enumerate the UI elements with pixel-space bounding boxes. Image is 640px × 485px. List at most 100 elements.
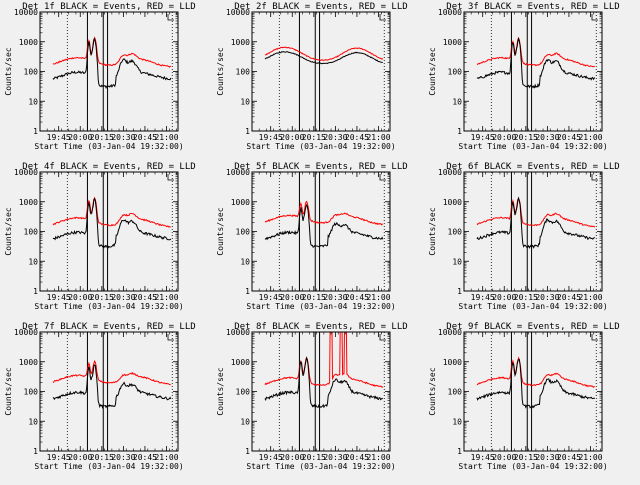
- x-tick-label: 21:00: [154, 293, 178, 302]
- y-tick-label: 1: [457, 127, 462, 136]
- events-series: [52, 37, 172, 90]
- y-tick-label: 100: [24, 68, 39, 77]
- lld-series: [264, 332, 384, 389]
- y-tick-label: 100: [236, 68, 251, 77]
- panel-8: Det 8f BLACK = Events, RED = LLD 1 10 100 10…: [216, 322, 408, 471]
- x-tick-label: 20:30: [535, 453, 559, 462]
- x-tick-label: 21:00: [578, 133, 602, 142]
- plot-frame: [251, 331, 391, 452]
- y-tick-label: 1000: [443, 38, 462, 47]
- x-tick-label: 20:15: [302, 293, 326, 302]
- x-axis-label: Start Time (03-Jan-04 19:32:00): [34, 462, 183, 471]
- y-tick-label: 10000: [226, 8, 250, 17]
- x-tick-label: 20:00: [68, 453, 92, 462]
- x-axis-label: Start Time (03-Jan-04 19:32:00): [458, 302, 607, 311]
- y-tick-label: 10: [28, 257, 38, 266]
- plot-frame: [39, 11, 179, 132]
- x-tick-label: 21:00: [578, 453, 602, 462]
- y-tick-label: 100: [24, 228, 39, 237]
- y-tick-label: 1: [245, 287, 250, 296]
- x-tick-label: 21:00: [154, 133, 178, 142]
- lld-series: [264, 200, 384, 226]
- plot-frame: [251, 11, 391, 132]
- y-tick-label: 1000: [19, 358, 38, 367]
- panel-title: Det 9f BLACK = Events, RED = LLD: [446, 322, 619, 332]
- y-tick-label: 10: [452, 97, 462, 106]
- plot-frame: [251, 171, 391, 292]
- y-tick-label: 10000: [14, 168, 38, 177]
- panel-title: Det 2f BLACK = Events, RED = LLD: [234, 2, 407, 12]
- x-tick-label: 20:15: [302, 453, 326, 462]
- x-tick-label: 19:45: [47, 453, 71, 462]
- y-tick-label: 10: [452, 417, 462, 426]
- x-tick-label: 20:00: [280, 453, 304, 462]
- x-axis-label: Start Time (03-Jan-04 19:32:00): [246, 302, 395, 311]
- x-tick-label: 20:00: [492, 133, 516, 142]
- panel-2: Det 2f BLACK = Events, RED = LLD 1 10 100 10…: [216, 2, 408, 151]
- panel-title: Det 8f BLACK = Events, RED = LLD: [234, 322, 407, 332]
- y-tick-label: 1: [33, 447, 38, 456]
- events-series: [476, 36, 596, 89]
- panel-title: Det 4f BLACK = Events, RED = LLD: [22, 162, 195, 172]
- x-tick-label: 20:15: [90, 293, 114, 302]
- panel-title: Det 7f BLACK = Events, RED = LLD: [22, 322, 195, 332]
- panel-6: Det 6f BLACK = Events, RED = LLD 1 10 100 10…: [428, 162, 620, 311]
- events-series: [264, 203, 384, 248]
- panel-7: Det 7f BLACK = Events, RED = LLD 1 10 100 10…: [4, 322, 196, 471]
- x-tick-label: 20:45: [133, 293, 157, 302]
- x-tick-label: 20:45: [557, 453, 581, 462]
- y-tick-label: 1000: [19, 198, 38, 207]
- lld-series: [476, 356, 595, 388]
- y-tick-label: 1: [457, 287, 462, 296]
- x-tick-label: 20:00: [68, 293, 92, 302]
- x-tick-label: 20:45: [345, 453, 369, 462]
- x-tick-label: 19:45: [259, 453, 283, 462]
- x-tick-label: 20:15: [514, 453, 538, 462]
- x-tick-label: 20:45: [557, 293, 581, 302]
- panel-3: Det 3f BLACK = Events, RED = LLD 1 10 100 10…: [428, 2, 620, 151]
- x-tick-label: 19:45: [471, 453, 495, 462]
- x-tick-label: 20:30: [111, 453, 135, 462]
- x-tick-label: 20:15: [90, 453, 114, 462]
- x-tick-label: 20:00: [492, 453, 516, 462]
- plot-frame: [463, 171, 603, 292]
- x-tick-label: 20:15: [514, 133, 538, 142]
- plot-frame: [463, 11, 603, 132]
- x-tick-label: 21:00: [366, 453, 390, 462]
- y-tick-label: 10: [28, 97, 38, 106]
- y-tick-label: 10000: [438, 328, 462, 337]
- x-tick-label: 20:30: [535, 293, 559, 302]
- panel-title: Det 1f BLACK = Events, RED = LLD: [22, 2, 195, 12]
- y-tick-label: 10: [452, 257, 462, 266]
- events-series: [476, 196, 595, 249]
- x-axis-label: Start Time (03-Jan-04 19:32:00): [34, 302, 183, 311]
- y-tick-label: 10000: [226, 168, 250, 177]
- y-tick-label: 100: [448, 228, 463, 237]
- y-tick-label: 10000: [438, 8, 462, 17]
- y-tick-label: 1000: [443, 198, 462, 207]
- panel-title: Det 5f BLACK = Events, RED = LLD: [234, 162, 407, 172]
- x-tick-label: 20:15: [514, 293, 538, 302]
- x-axis-label: Start Time (03-Jan-04 19:32:00): [246, 462, 395, 471]
- x-tick-label: 20:15: [90, 133, 114, 142]
- y-tick-label: 10000: [14, 328, 38, 337]
- x-tick-label: 21:00: [366, 293, 390, 302]
- events-series: [476, 358, 595, 409]
- lld-series: [52, 359, 171, 386]
- y-axis-label: Counts/sec: [4, 367, 13, 415]
- x-axis-label: Start Time (03-Jan-04 19:32:00): [246, 142, 395, 151]
- panel-5: Det 5f BLACK = Events, RED = LLD 1 10 100 10…: [216, 162, 408, 311]
- y-axis-label: Counts/sec: [216, 367, 225, 415]
- y-tick-label: 100: [236, 228, 251, 237]
- events-series: [52, 364, 172, 410]
- lld-series: [476, 197, 596, 228]
- x-tick-label: 20:15: [302, 133, 326, 142]
- y-tick-label: 1000: [231, 38, 250, 47]
- panel-4: Det 4f BLACK = Events, RED = LLD 1 10 100 10…: [4, 162, 196, 311]
- y-axis-label: Counts/sec: [428, 47, 437, 95]
- panel-9: Det 9f BLACK = Events, RED = LLD 1 10 100 10…: [428, 322, 620, 471]
- y-tick-label: 1: [245, 127, 250, 136]
- y-tick-label: 10: [28, 417, 38, 426]
- y-tick-label: 10: [240, 417, 250, 426]
- y-axis-label: Counts/sec: [216, 47, 225, 95]
